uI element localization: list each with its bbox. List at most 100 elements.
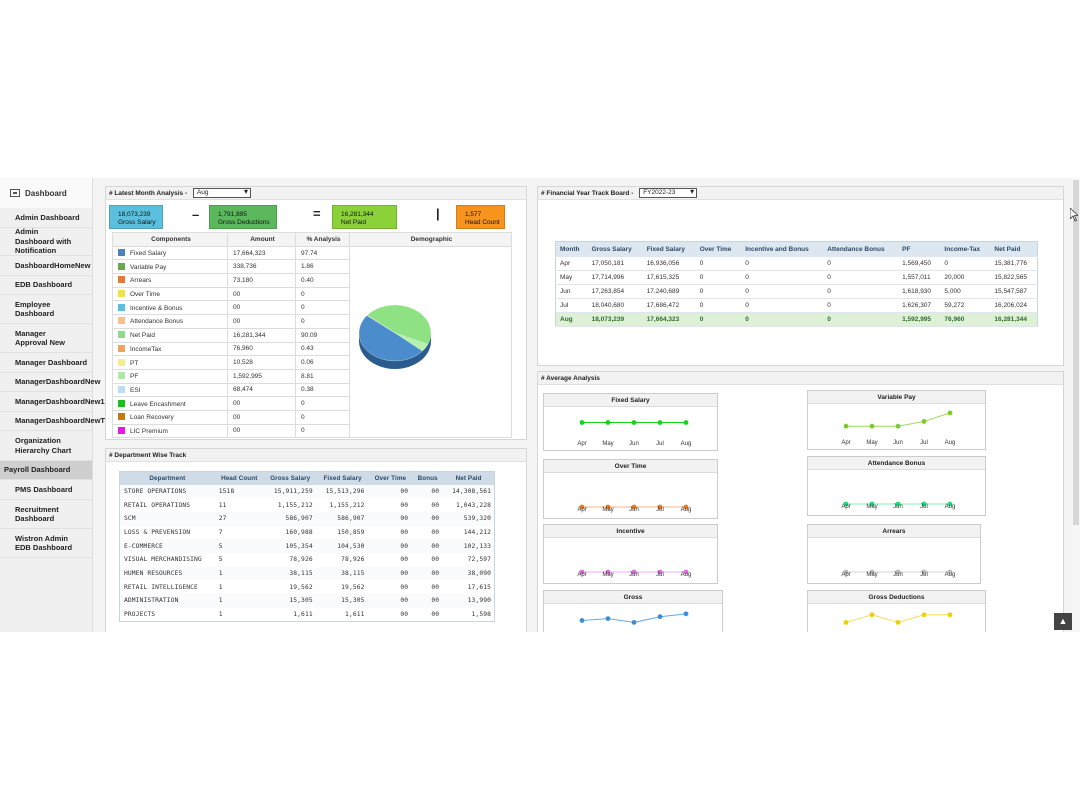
component-percent: 1.86 [295,259,350,275]
separator-bar: | [436,206,440,221]
equals-sign: = [313,206,321,221]
data-point[interactable] [683,569,689,575]
data-point[interactable] [683,420,689,425]
data-point[interactable] [631,620,637,625]
data-point[interactable] [605,569,611,575]
dept-cell: 72,597 [467,556,491,564]
data-point[interactable] [843,501,849,507]
sidebar-item-manager-approval-new[interactable]: Manager Approval New [0,324,92,353]
sidebar-item-managerdashboardnew1[interactable]: ManagerDashboardNew1 [0,392,105,412]
data-point[interactable] [843,620,849,625]
x-tick-label: Jul [656,572,664,578]
data-point[interactable] [683,611,689,617]
dept-cell: VISUAL MERCHANDISING [124,556,202,564]
sidebar-item-pms-dashboard[interactable]: PMS Dashboard [0,480,92,500]
sidebar-item-managerdashboardnew[interactable]: ManagerDashboardNew [0,373,100,392]
sidebar-item-organization-hierarchy-chart[interactable]: Organization Hierarchy Chart [0,431,92,461]
data-point[interactable] [895,569,901,575]
component-amount: 73,180 [227,273,296,288]
fy-row: Jun 17,263,854 17,240,689 0 0 0 1,618,930 5,000… [555,284,1038,299]
data-point[interactable] [895,620,901,625]
gross-deductions-kpi: 1,791,895 Gross Deductions [209,205,277,229]
dept-cell: 00 [400,528,409,536]
data-point[interactable] [895,423,901,429]
pie-slice-2[interactable] [358,314,423,361]
data-point[interactable] [605,504,611,510]
sidebar-item-admin-dashboard[interactable]: Admin Dashboard [0,208,92,228]
sidebar-header[interactable]: Dashboard [0,178,92,208]
dept-cell: 1,155,212 [277,501,313,509]
month-select[interactable]: Aug [192,188,251,199]
data-point[interactable] [605,616,611,621]
data-point[interactable] [657,614,663,620]
data-point[interactable] [605,420,611,425]
data-point[interactable] [843,569,849,575]
data-point[interactable] [579,504,585,510]
fy-cell: 59,272 [940,298,991,313]
component-name: LIC Premium [130,427,168,435]
data-point[interactable] [657,504,663,510]
data-point[interactable] [947,410,953,416]
dept-cell: 5 [218,556,223,564]
data-point[interactable] [947,612,953,618]
data-point[interactable] [869,501,875,507]
data-point[interactable] [869,569,875,575]
data-point[interactable] [869,423,875,429]
component-amount: 00 [227,314,296,329]
data-point[interactable] [869,612,875,618]
fy-cell: 17,615,325 [642,270,696,285]
dept-row: STORE OPERATIONS 1518 15,911,259 15,513,296… [119,484,495,499]
dept-cell: 5 [214,539,264,553]
pie-slice-0[interactable] [367,304,432,345]
sidebar-item-manager-dashboard[interactable]: Manager Dashboard [0,353,92,373]
scrollbar[interactable] [1072,178,1080,632]
data-point[interactable] [657,569,663,575]
sidebar-item-payroll-dashboard[interactable]: Payroll Dashboard [0,461,92,480]
data-point[interactable] [895,501,901,507]
mini-chart-incentive: Incentive Apr May Jun Jul Aug [543,524,718,584]
sidebar-item-employee-dashboard[interactable]: Employee Dashboard [0,295,92,324]
dept-cell: 00 [368,484,413,499]
data-point[interactable] [631,569,637,575]
scrollbar-thumb[interactable] [1073,180,1079,525]
fy-cell: 1,626,307 [898,298,941,313]
component-name: IncomeTax [130,345,162,353]
data-point[interactable] [683,504,689,510]
sidebar-item-dashboardhomenew[interactable]: DashboardHomeNew [0,256,92,276]
data-point[interactable] [843,423,849,429]
dept-cell: 00 [412,511,444,526]
data-point[interactable] [579,569,585,575]
data-point[interactable] [579,420,585,425]
data-point[interactable] [947,569,953,575]
data-point[interactable] [579,618,585,623]
x-tick-label: Aug [945,572,956,578]
mini-chart-gross-deductions: Gross Deductions Apr May Jun Jul Aug [807,590,986,632]
dept-col-header: Bonus [412,471,444,485]
dept-cell: 00 [400,556,409,564]
sidebar-item-admin-dashboard-with-notification[interactable]: Admin Dashboard with Notification [0,227,92,256]
data-point[interactable] [947,501,953,507]
data-point[interactable] [657,420,663,425]
data-point[interactable] [921,501,927,507]
data-point[interactable] [631,504,637,510]
fy-select[interactable]: FY2022-23 [639,188,698,199]
sidebar-item-wistron-admin-edb-dashboard[interactable]: Wistron Admin EDB Dashboard [0,529,92,558]
sidebar-item-edb-dashboard[interactable]: EDB Dashboard [0,276,92,295]
data-point[interactable] [631,420,637,425]
component-percent: 0 [295,286,350,302]
dept-cell: 160,988 [285,528,313,536]
dept-cell: 1,155,212 [329,501,365,509]
department-panel: # Department Wise Track Department Head C… [105,448,527,632]
x-tick-label: Apr [577,572,586,578]
component-name: PF [130,373,139,381]
data-point[interactable] [921,612,927,618]
data-point[interactable] [921,419,927,424]
dept-cell: PROJECTS [124,610,156,618]
fy-cell: 17,240,689 [642,284,696,299]
scroll-to-top-button[interactable]: ▲ [1054,613,1072,630]
fy-cell: 0 [823,270,899,285]
sidebar-item-managerdashboardnewtgkl[interactable]: ManagerDashboardNewTGKL [0,412,121,431]
data-point[interactable] [921,569,927,575]
pie-slice-3[interactable] [366,314,396,333]
sidebar-item-recruitment-dashboard[interactable]: Recruitment Dashboard [0,500,92,529]
